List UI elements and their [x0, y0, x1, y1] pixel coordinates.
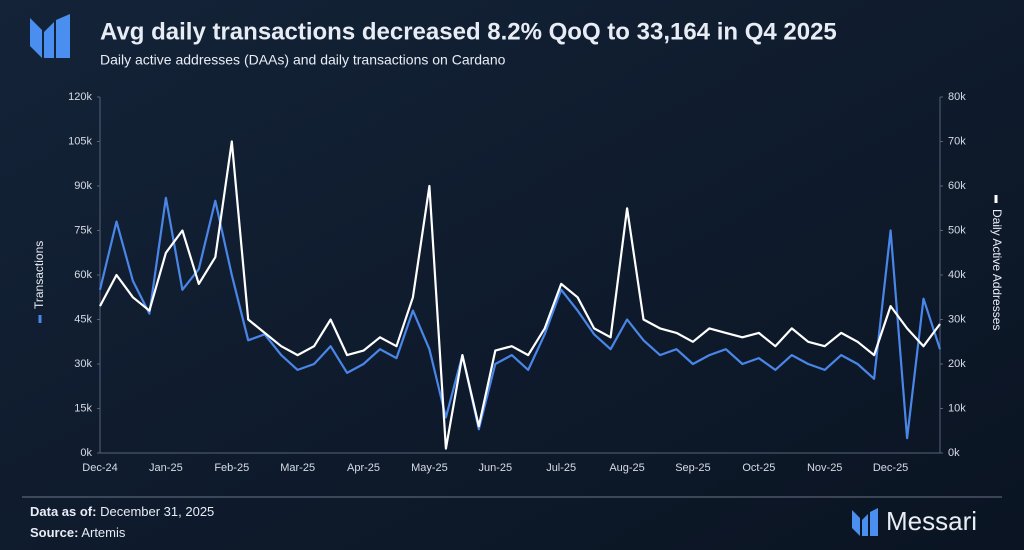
- x-tick-label: Jun-25: [478, 462, 512, 474]
- y-tick-label: 30k: [74, 358, 92, 370]
- y2-tick-label: 30k: [948, 313, 966, 325]
- x-tick-label: Jan-25: [149, 462, 183, 474]
- y-tick-label: 45k: [74, 313, 92, 325]
- x-tick-label: Jul-25: [546, 462, 576, 474]
- y2-tick-label: 80k: [948, 91, 966, 103]
- y-tick-label: 75k: [74, 224, 92, 236]
- y2-tick-label: 70k: [948, 135, 966, 147]
- footer-date: Data as of: December 31, 2025: [30, 504, 214, 519]
- y2-tick-label: 20k: [948, 358, 966, 370]
- x-tick-label: Feb-25: [214, 462, 249, 474]
- chart-subtitle: Daily active addresses (DAAs) and daily …: [100, 52, 506, 68]
- x-tick-label: Sep-25: [675, 462, 710, 474]
- y-tick-label: 90k: [74, 180, 92, 192]
- x-tick-label: Mar-25: [280, 462, 315, 474]
- x-tick-label: May-25: [411, 462, 448, 474]
- x-tick-label: Dec-24: [82, 462, 117, 474]
- x-tick-label: Apr-25: [347, 462, 380, 474]
- y-tick-label: 0k: [80, 447, 92, 459]
- series-line: [98, 196, 942, 440]
- brand-name: Messari: [886, 506, 977, 536]
- footer-source: Source: Artemis: [30, 525, 126, 540]
- left-legend: Transactions: [32, 241, 46, 323]
- y-tick-label: 60k: [74, 269, 92, 281]
- y2-tick-label: 10k: [948, 402, 966, 414]
- footer-date-value: December 31, 2025: [100, 504, 214, 519]
- chart-title: Avg daily transactions decreased 8.2% Qo…: [100, 18, 837, 45]
- x-tick-label: Aug-25: [609, 462, 644, 474]
- y-tick-label: 105k: [68, 135, 92, 147]
- x-tick-label: Oct-25: [742, 462, 775, 474]
- footer-source-value: Artemis: [81, 525, 126, 540]
- legend-label: Transactions: [32, 241, 46, 309]
- x-tick-label: Nov-25: [807, 462, 842, 474]
- y2-tick-label: 50k: [948, 224, 966, 236]
- legend-label: Daily Active Addresses: [990, 209, 1004, 330]
- brand-logo: [852, 508, 878, 536]
- y2-tick-label: 40k: [948, 269, 966, 281]
- x-tick-label: Dec-25: [873, 462, 908, 474]
- y2-tick-label: 60k: [948, 180, 966, 192]
- footer-source-label: Source:: [30, 525, 78, 540]
- footer-date-label: Data as of:: [30, 504, 96, 519]
- y2-tick-label: 0k: [948, 447, 960, 459]
- right-legend: Daily Active Addresses: [990, 195, 1004, 330]
- y-tick-label: 15k: [74, 402, 92, 414]
- y-tick-label: 120k: [68, 91, 92, 103]
- series-line: [99, 140, 941, 450]
- logo: [30, 14, 70, 58]
